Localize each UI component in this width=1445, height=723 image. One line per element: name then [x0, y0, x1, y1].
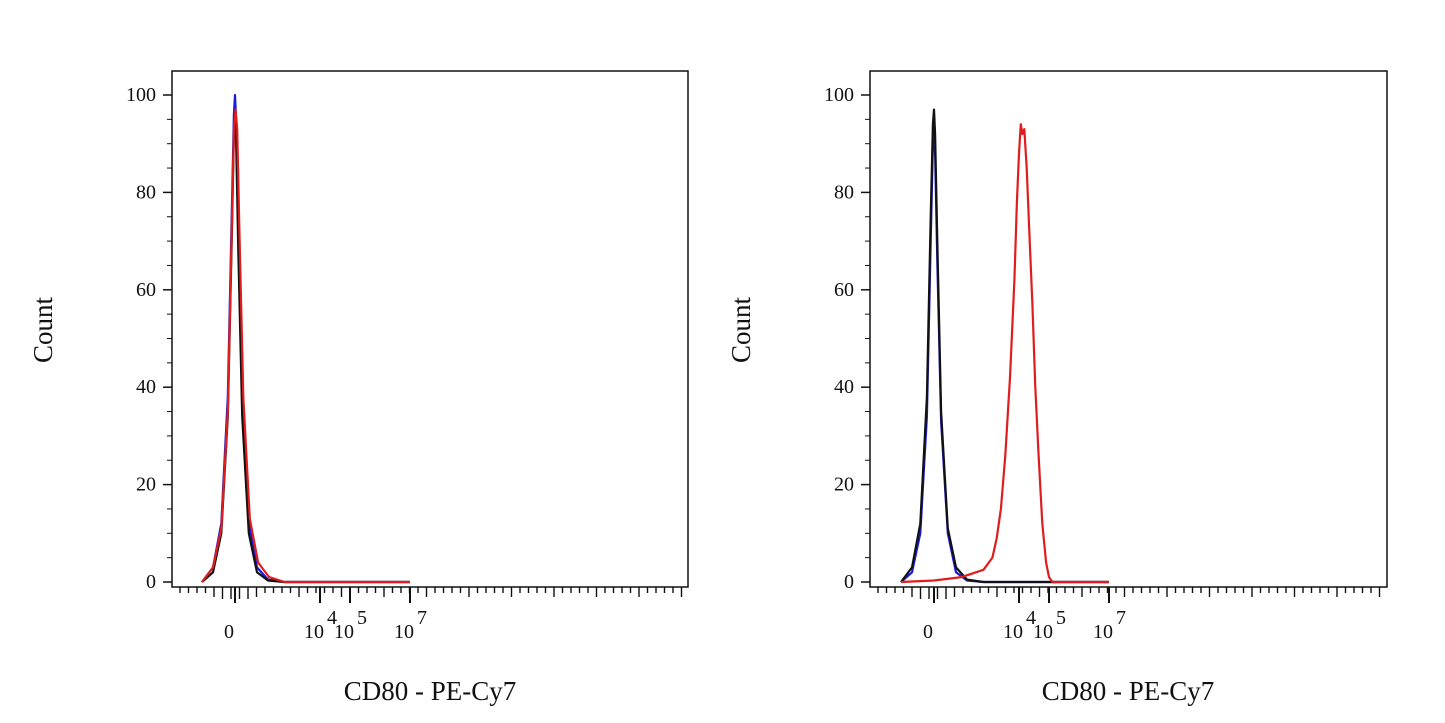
x-tick-label: 10	[334, 621, 354, 643]
x-axis-title: CD80 - PE-Cy7	[344, 676, 517, 706]
y-tick-label: 80	[834, 181, 854, 203]
x-tick-label: 10	[394, 621, 414, 643]
y-axis-title: Count	[726, 296, 756, 363]
x-tick-exponent: 5	[357, 607, 367, 629]
x-tick-exponent: 7	[1116, 607, 1126, 629]
x-tick-exponent: 5	[1056, 607, 1066, 629]
x-tick-label: 10	[304, 621, 324, 643]
x-tick-exponent: 4	[1026, 607, 1036, 629]
y-tick-label: 20	[834, 474, 854, 496]
y-tick-label: 0	[844, 571, 854, 593]
y-axis-title: Count	[28, 296, 58, 363]
x-tick-label: 0	[224, 621, 234, 643]
x-tick-exponent: 4	[327, 607, 337, 629]
x-tick-label: 10	[1033, 621, 1053, 643]
y-tick-label: 100	[824, 84, 854, 106]
y-tick-label: 20	[136, 474, 156, 496]
series-line-3	[201, 108, 410, 584]
plot-frame	[171, 70, 689, 588]
y-tick-label: 40	[136, 376, 156, 398]
series-line-3	[900, 123, 1109, 584]
x-tick-label: 10	[1093, 621, 1113, 643]
x-tick-exponent: 7	[417, 607, 427, 629]
x-tick-label: 0	[923, 621, 933, 643]
plot-frame	[869, 70, 1388, 588]
y-tick-label: 60	[136, 279, 156, 301]
y-tick-label: 60	[834, 279, 854, 301]
x-axis-title: CD80 - PE-Cy7	[1042, 676, 1215, 706]
y-tick-label: 0	[146, 571, 156, 593]
y-tick-label: 80	[136, 181, 156, 203]
x-tick-label: 10	[1003, 621, 1023, 643]
y-tick-label: 100	[126, 84, 156, 106]
y-tick-label: 40	[834, 376, 854, 398]
series-line-2	[900, 108, 1109, 584]
